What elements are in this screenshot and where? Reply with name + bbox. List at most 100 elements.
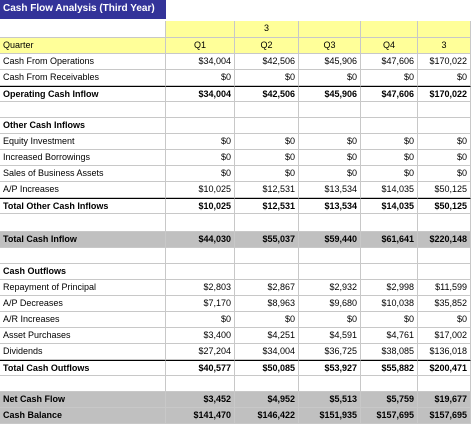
total-row-label: Total Other Cash Inflows — [0, 198, 166, 214]
line-item-label: Repayment of Principal — [0, 280, 166, 296]
total-row-value: $10,025 — [166, 198, 235, 214]
blank-cell — [418, 102, 471, 118]
line-item-value: $0 — [361, 70, 418, 86]
line-item-value: $2,803 — [166, 280, 235, 296]
column-header: Q1 — [166, 38, 235, 54]
blank-cell — [418, 376, 471, 392]
line-item-label: A/P Decreases — [0, 296, 166, 312]
line-item-value: $0 — [361, 134, 418, 150]
blank-cell — [166, 376, 235, 392]
highlight-row-value: $146,422 — [235, 408, 299, 424]
column-header: Q3 — [299, 38, 361, 54]
highlight-row-value: $157,695 — [361, 408, 418, 424]
blank-cell — [299, 376, 361, 392]
line-item-value: $0 — [166, 134, 235, 150]
blank-cell — [0, 376, 166, 392]
total-row-value: $50,085 — [235, 360, 299, 376]
total-row-value: $42,506 — [235, 86, 299, 102]
line-item-value: $0 — [235, 134, 299, 150]
blank-cell — [235, 264, 299, 280]
blank-cell — [361, 264, 418, 280]
line-item-label: Asset Purchases — [0, 328, 166, 344]
highlight-row-value: $61,641 — [361, 232, 418, 248]
line-item-value: $8,963 — [235, 296, 299, 312]
blank-cell — [418, 118, 471, 134]
line-item-value: $0 — [166, 150, 235, 166]
line-item-value: $7,170 — [166, 296, 235, 312]
line-item-label: Cash From Receivables — [0, 70, 166, 86]
top-label-cell — [166, 21, 235, 38]
line-item-value: $0 — [361, 312, 418, 328]
line-item-label: A/P Increases — [0, 182, 166, 198]
line-item-value: $0 — [299, 166, 361, 182]
highlight-row-label: Total Cash Inflow — [0, 232, 166, 248]
blank-cell — [166, 102, 235, 118]
blank-cell — [166, 214, 235, 232]
line-item-value: $50,125 — [418, 182, 471, 198]
line-item-label: A/R Increases — [0, 312, 166, 328]
line-item-value: $11,599 — [418, 280, 471, 296]
line-item-value: $10,038 — [361, 296, 418, 312]
line-item-value: $0 — [299, 150, 361, 166]
line-item-value: $34,004 — [166, 54, 235, 70]
blank-cell — [235, 214, 299, 232]
column-header: 3 — [418, 38, 471, 54]
total-row-value: $34,004 — [166, 86, 235, 102]
line-item-value: $0 — [166, 312, 235, 328]
line-item-value: $27,204 — [166, 344, 235, 360]
sheet-title: Cash Flow Analysis (Third Year) — [0, 0, 166, 19]
line-item-value: $0 — [235, 150, 299, 166]
line-item-value: $0 — [166, 166, 235, 182]
blank-cell — [235, 118, 299, 134]
highlight-row-value: $59,440 — [299, 232, 361, 248]
highlight-row-value: $220,148 — [418, 232, 471, 248]
line-item-value: $0 — [299, 312, 361, 328]
line-item-value: $34,004 — [235, 344, 299, 360]
line-item-value: $12,531 — [235, 182, 299, 198]
line-item-label: Sales of Business Assets — [0, 166, 166, 182]
highlight-row-value: $55,037 — [235, 232, 299, 248]
line-item-value: $13,534 — [299, 182, 361, 198]
blank-cell — [299, 102, 361, 118]
highlight-row-label: Net Cash Flow — [0, 392, 166, 408]
total-row-value: $14,035 — [361, 198, 418, 214]
line-item-value: $0 — [418, 70, 471, 86]
column-header: Q4 — [361, 38, 418, 54]
top-label-cell — [361, 21, 418, 38]
total-row-value: $12,531 — [235, 198, 299, 214]
line-item-value: $0 — [299, 70, 361, 86]
line-item-value: $0 — [166, 70, 235, 86]
line-item-value: $45,906 — [299, 54, 361, 70]
line-item-value: $2,932 — [299, 280, 361, 296]
total-row-value: $53,927 — [299, 360, 361, 376]
total-row-label: Operating Cash Inflow — [0, 86, 166, 102]
blank-cell — [361, 248, 418, 264]
line-item-value: $0 — [235, 70, 299, 86]
total-row-value: $50,125 — [418, 198, 471, 214]
highlight-row-label: Cash Balance — [0, 408, 166, 424]
line-item-value: $0 — [235, 312, 299, 328]
highlight-row-value: $5,513 — [299, 392, 361, 408]
top-label-cell — [418, 21, 471, 38]
line-item-value: $14,035 — [361, 182, 418, 198]
top-label-cell — [299, 21, 361, 38]
column-header: Quarter — [0, 38, 166, 54]
line-item-label: Dividends — [0, 344, 166, 360]
line-item-label: Equity Investment — [0, 134, 166, 150]
highlight-row-value: $4,952 — [235, 392, 299, 408]
blank-cell — [166, 118, 235, 134]
line-item-value: $42,506 — [235, 54, 299, 70]
total-row-value: $200,471 — [418, 360, 471, 376]
highlight-row-value: $44,030 — [166, 232, 235, 248]
highlight-row-value: $141,470 — [166, 408, 235, 424]
blank-cell — [361, 102, 418, 118]
blank-cell — [0, 248, 166, 264]
line-item-value: $4,761 — [361, 328, 418, 344]
highlight-row-value: $3,452 — [166, 392, 235, 408]
line-item-label: Cash From Operations — [0, 54, 166, 70]
line-item-value: $36,725 — [299, 344, 361, 360]
line-item-value: $2,998 — [361, 280, 418, 296]
total-row-value: $40,577 — [166, 360, 235, 376]
line-item-value: $10,025 — [166, 182, 235, 198]
